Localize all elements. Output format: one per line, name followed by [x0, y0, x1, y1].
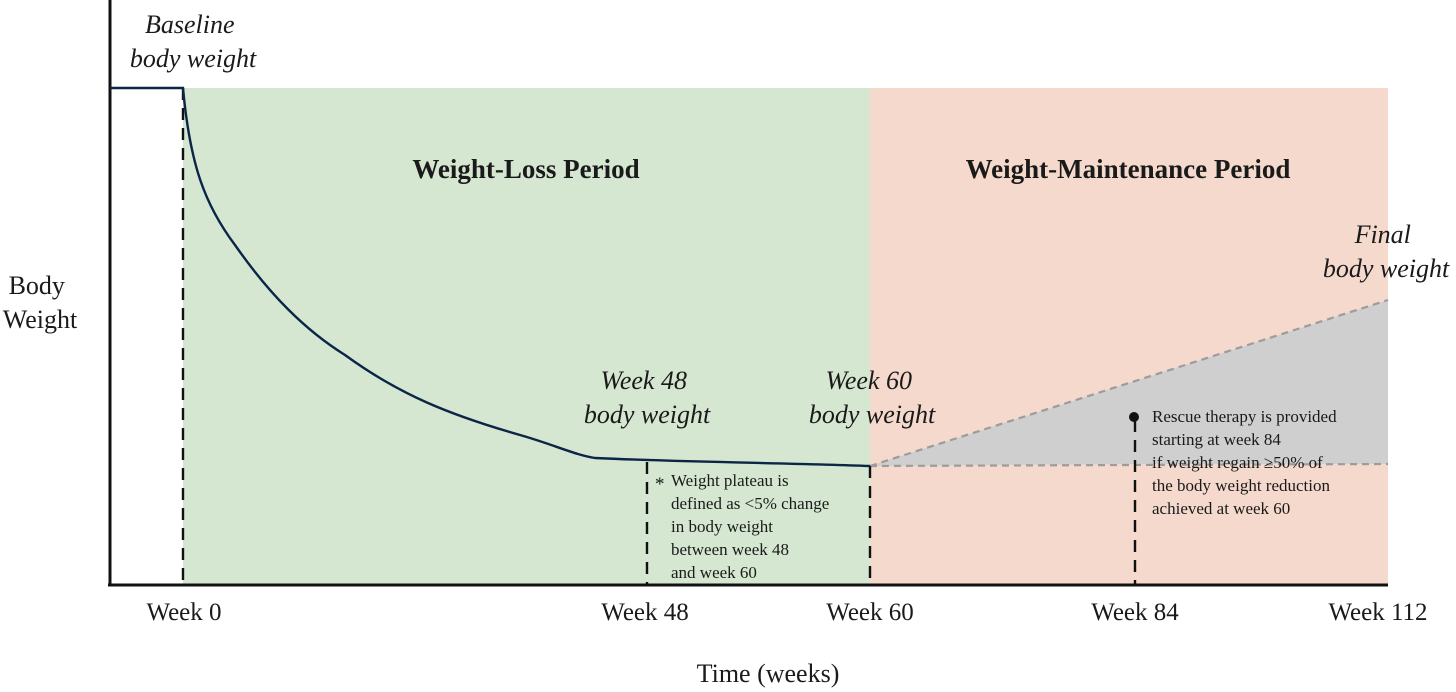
weight-maintenance-period-title: Weight-Maintenance Period	[966, 154, 1291, 184]
plateau-note: Weight plateau is defined as <5% change …	[671, 471, 834, 582]
tick-week-0: Week 0	[146, 599, 221, 626]
week-48-callout: Week 48 body weight	[584, 366, 711, 429]
weight-loss-period-region	[183, 88, 870, 585]
tick-week-112: Week 112	[1328, 599, 1427, 626]
body-weight-curve	[110, 86, 871, 468]
final-callout: Final body weight	[1323, 220, 1450, 283]
tick-week-60: Week 60	[826, 599, 914, 626]
tick-week-84: Week 84	[1091, 599, 1179, 626]
week-84-marker-dot	[1129, 412, 1139, 422]
week-60-callout: Week 60 body weight	[809, 366, 936, 429]
regain-threshold-line	[869, 462, 1389, 468]
rescue-therapy-note: Rescue therapy is provided starting at w…	[1152, 407, 1341, 518]
regain-upper-boundary	[869, 298, 1389, 468]
y-axis-label: Body Weight	[3, 271, 78, 334]
weight-loss-period-title: Weight-Loss Period	[412, 154, 639, 184]
plateau-note-marker: *	[655, 474, 665, 495]
baseline-callout: Baseline body weight	[130, 10, 257, 73]
x-axis-label: Time (weeks)	[697, 659, 840, 688]
tick-week-48: Week 48	[601, 599, 689, 626]
